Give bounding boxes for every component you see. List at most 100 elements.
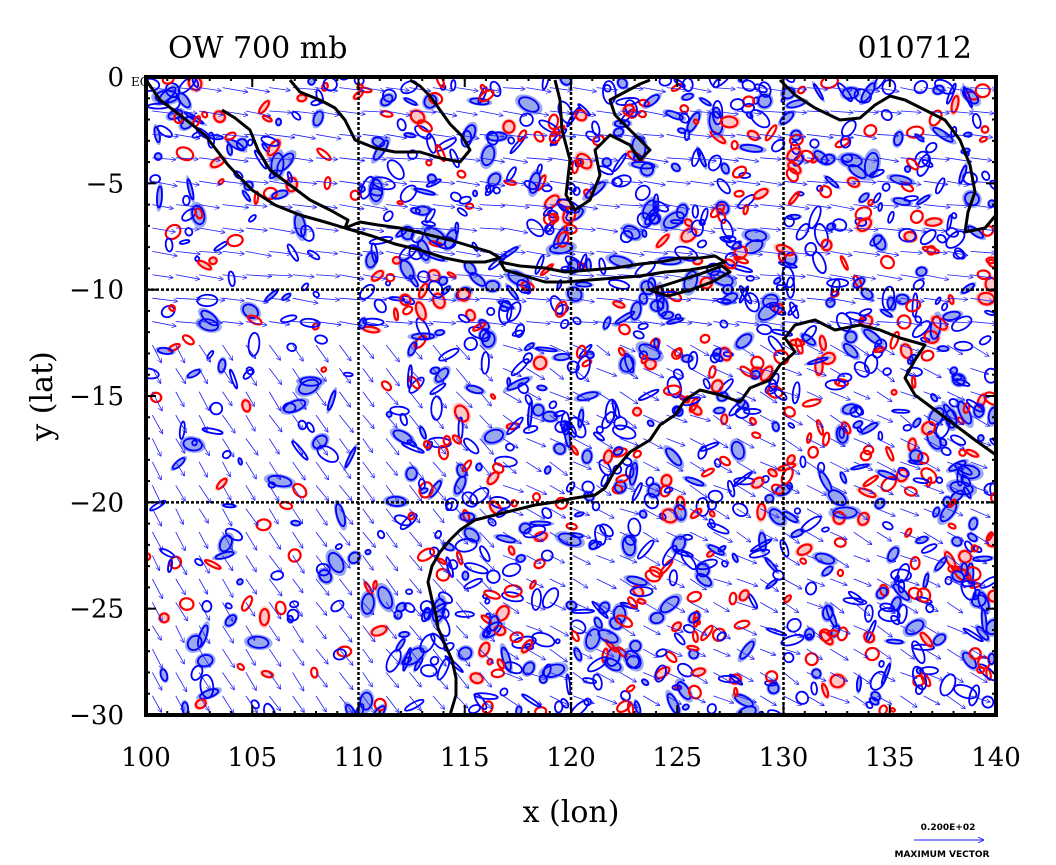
contour-fill-blob: [698, 96, 713, 107]
contour-negative: [382, 88, 397, 103]
y-tick-label: −10: [69, 276, 124, 306]
contour-fill-blob: [452, 472, 468, 498]
contour-negative: [465, 384, 484, 395]
contour-positive: [292, 482, 308, 499]
wind-vector: [807, 719, 825, 724]
contour-fill-blob: [962, 485, 973, 501]
contour-negative: [334, 543, 343, 551]
contour-positive: [820, 238, 833, 252]
contour-fill-blob: [215, 476, 229, 491]
contour-negative: [864, 604, 874, 623]
contour-negative: [728, 399, 746, 417]
contour-positive: [655, 233, 670, 249]
contour-fill-blob: [195, 259, 214, 272]
contour-negative: [812, 83, 824, 101]
contour-fill-blob: [773, 242, 797, 258]
contour-negative: [629, 586, 654, 598]
contour-negative: [270, 570, 285, 581]
contour-negative: [911, 292, 919, 318]
contour-negative: [201, 600, 213, 613]
contour-negative: [570, 608, 596, 614]
contour-negative: [942, 310, 961, 321]
contour-negative: [553, 352, 571, 362]
y-tick-label: −25: [69, 595, 124, 625]
contour-fill-blob: [274, 149, 297, 175]
contour-negative: [365, 251, 377, 269]
contour-negative: [414, 205, 431, 216]
contour-negative: [626, 575, 648, 587]
contour-fill-blob: [623, 574, 651, 587]
contour-negative: [778, 260, 798, 269]
x-tick-label: 135: [865, 743, 915, 773]
contour-negative: [619, 230, 634, 244]
contour-positive: [770, 483, 785, 495]
contour-negative: [625, 654, 640, 669]
wind-vector: [269, 719, 279, 737]
contour-negative: [199, 673, 215, 699]
contour-positive: [461, 459, 473, 473]
contour-negative: [773, 276, 782, 285]
x-tick-label: 125: [652, 743, 702, 773]
contour-negative: [396, 118, 407, 132]
contour-positive: [708, 509, 716, 518]
contour-negative: [372, 705, 386, 715]
contour-negative: [209, 401, 224, 416]
wind-vector: [363, 719, 375, 737]
wind-vector: [667, 719, 681, 730]
contour-negative: [468, 487, 490, 505]
contour-positive: [708, 365, 717, 379]
y-tick-label: −5: [86, 169, 124, 199]
contour-positive: [862, 474, 880, 488]
contour-negative: [275, 117, 282, 127]
contour-fill-blob: [817, 467, 835, 496]
contour-fill-blob: [758, 363, 775, 384]
contour-negative: [559, 77, 572, 86]
contour-negative: [438, 347, 460, 362]
contour-negative: [424, 208, 436, 224]
contour-negative: [647, 483, 661, 498]
wind-vector: [550, 719, 567, 728]
contour-negative: [905, 619, 925, 636]
x-tick-label: 100: [121, 743, 171, 773]
contour-positive: [236, 662, 246, 671]
contour-fill-blob: [325, 549, 347, 577]
contour-negative: [887, 546, 900, 563]
contour-negative: [741, 79, 756, 92]
contour-positive: [570, 630, 580, 643]
contour-negative: [736, 705, 757, 715]
contour-negative: [863, 151, 880, 177]
wind-vector: [971, 719, 990, 728]
contour-positive: [409, 109, 426, 125]
contour-negative: [850, 463, 870, 471]
contour-negative: [501, 591, 524, 603]
contour-negative: [463, 336, 478, 351]
contour-negative: [677, 662, 694, 678]
contour-negative: [472, 189, 479, 198]
contour-negative: [242, 368, 254, 380]
plot-area: [146, 77, 996, 737]
contour-negative: [182, 437, 203, 452]
contour-positive: [480, 614, 493, 625]
contour-positive: [416, 547, 436, 562]
contour-negative: [630, 301, 642, 321]
contour-negative: [222, 503, 237, 509]
contour-negative: [783, 77, 796, 84]
wind-vector: [737, 719, 753, 726]
contour-negative: [261, 143, 271, 153]
contour-negative: [286, 608, 300, 622]
contour-negative: [425, 440, 434, 452]
contour-negative: [786, 213, 801, 221]
contour-fill-blob: [974, 624, 991, 643]
contour-positive: [260, 669, 274, 679]
contour-negative: [645, 476, 655, 487]
contour-negative: [406, 364, 413, 389]
contour-negative: [486, 131, 508, 142]
contour-negative: [267, 481, 277, 489]
contour-fill-blob: [696, 145, 708, 170]
contour-negative: [485, 280, 500, 293]
contour-negative: [781, 86, 796, 100]
contour-fill-blob: [858, 420, 881, 436]
contour-negative: [581, 449, 593, 464]
contour-positive: [507, 545, 516, 556]
contour-positive: [323, 176, 332, 191]
